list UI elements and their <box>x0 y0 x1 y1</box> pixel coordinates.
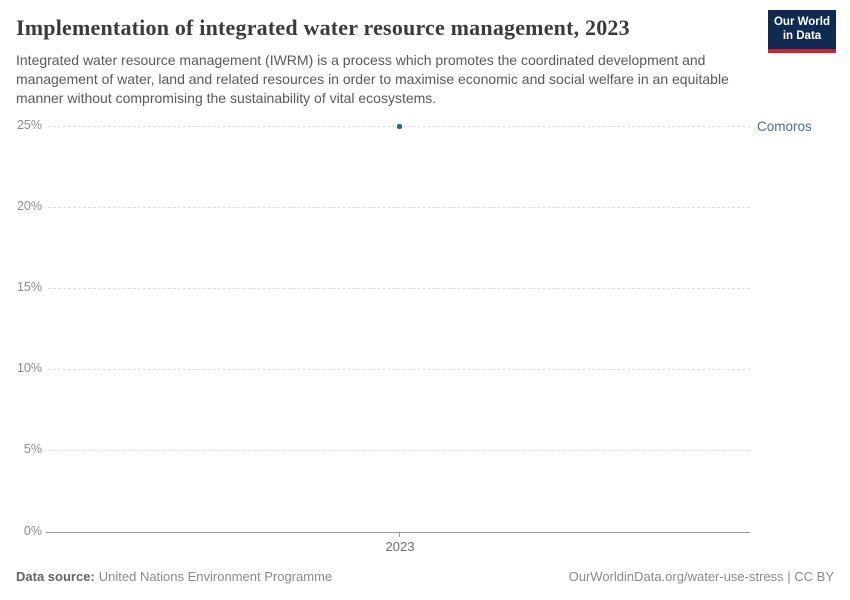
y-tick-label-15: 15% <box>16 280 42 294</box>
gridline-5 <box>48 450 750 451</box>
y-tick-label-25: 25% <box>16 118 42 132</box>
x-tick-mark <box>399 532 400 537</box>
data-point-comoros[interactable] <box>397 124 402 129</box>
y-tick-label-0: 0% <box>23 524 42 538</box>
footer: Data source: United Nations Environment P… <box>16 569 834 584</box>
x-axis-line <box>46 532 750 533</box>
citation-link[interactable]: OurWorldinData.org/water-use-stress | CC… <box>568 569 834 584</box>
y-tick-label-10: 10% <box>16 361 42 375</box>
data-source-value: United Nations Environment Programme <box>98 569 333 584</box>
y-tick-label-20: 20% <box>16 199 42 213</box>
page-title: Implementation of integrated water resou… <box>16 15 630 40</box>
owid-logo[interactable]: Our World in Data <box>768 10 836 53</box>
gridline-15 <box>48 288 750 289</box>
owid-logo-line1: Our World <box>773 16 830 28</box>
page-subtitle: Integrated water resource management (IW… <box>16 52 729 106</box>
gridline-20 <box>48 207 750 208</box>
data-source: Data source: United Nations Environment P… <box>16 569 332 584</box>
y-tick-label-5: 5% <box>23 442 42 456</box>
owid-logo-line2: in Data <box>782 29 822 42</box>
entity-label-comoros[interactable]: Comoros <box>757 119 812 134</box>
data-source-label: Data source: <box>16 569 95 584</box>
x-tick-label: 2023 <box>385 539 415 554</box>
gridline-10 <box>48 369 750 370</box>
